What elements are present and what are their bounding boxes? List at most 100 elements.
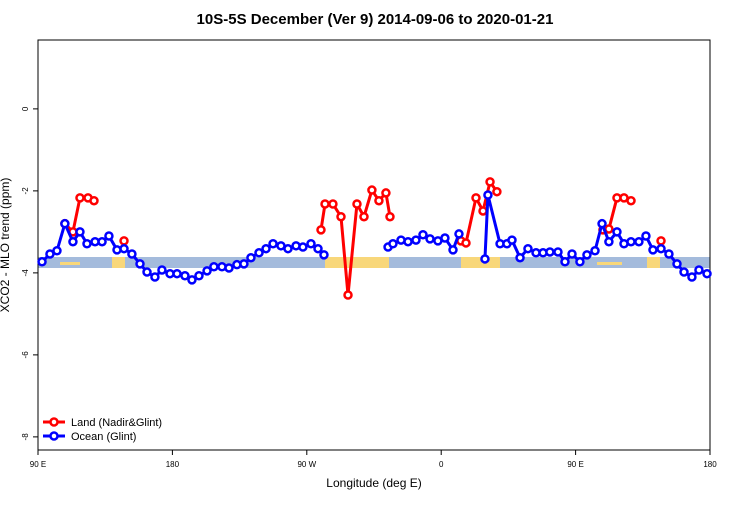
data-point xyxy=(75,193,85,203)
data-point xyxy=(483,190,493,200)
data-point xyxy=(119,243,129,254)
data-point xyxy=(597,218,607,229)
data-point xyxy=(316,225,326,235)
land-strip xyxy=(112,257,125,268)
data-point xyxy=(440,233,450,243)
data-point xyxy=(127,249,137,259)
land-strip xyxy=(461,257,500,268)
data-point xyxy=(60,218,70,229)
data-point xyxy=(480,254,490,264)
y-tick-label: -4 xyxy=(21,269,30,277)
data-point xyxy=(560,257,570,267)
x-tick-label: 90 E xyxy=(567,460,583,469)
y-axis-label: XCO2 - MLO trend (ppm) xyxy=(0,178,12,313)
data-point xyxy=(575,257,585,267)
data-point xyxy=(515,252,525,263)
x-tick-label: 180 xyxy=(703,460,717,469)
data-point xyxy=(135,259,145,269)
data-point xyxy=(336,211,346,222)
x-axis-label: Longitude (deg E) xyxy=(326,476,421,490)
data-point xyxy=(261,243,271,254)
data-point xyxy=(68,236,78,247)
data-point xyxy=(523,243,533,254)
data-point xyxy=(352,199,362,209)
data-point xyxy=(634,236,644,247)
data-point xyxy=(283,243,293,254)
data-point xyxy=(306,239,316,249)
legend-label: Land (Nadir&Glint) xyxy=(71,417,162,429)
data-point xyxy=(403,236,413,247)
x-tick-label: 90 E xyxy=(30,460,46,469)
x-tick-label: 0 xyxy=(439,460,444,469)
chart-title: 10S-5S December (Ver 9) 2014-09-06 to 20… xyxy=(197,11,554,28)
legend-marker xyxy=(49,417,59,427)
legend-marker xyxy=(49,431,59,441)
data-point xyxy=(425,234,435,244)
data-point xyxy=(648,245,658,255)
data-point xyxy=(142,267,152,277)
data-point xyxy=(313,243,323,254)
land-strip xyxy=(325,257,389,268)
data-point xyxy=(180,271,190,281)
data-point xyxy=(590,245,600,256)
data-point xyxy=(471,193,481,203)
data-point xyxy=(604,236,614,247)
data-point xyxy=(97,236,107,247)
map-strip xyxy=(38,257,710,268)
data-point xyxy=(385,211,395,222)
data-point xyxy=(461,238,471,248)
data-point xyxy=(209,261,219,272)
data-point xyxy=(367,185,377,195)
data-point xyxy=(82,239,92,249)
data-point xyxy=(626,195,636,206)
data-point xyxy=(448,245,458,255)
data-point xyxy=(150,272,160,282)
land-strip xyxy=(597,262,622,265)
y-tick-label: -6 xyxy=(21,351,30,359)
data-point xyxy=(679,267,689,277)
data-point xyxy=(672,259,682,269)
data-point xyxy=(224,263,234,273)
data-point xyxy=(687,272,697,282)
data-point xyxy=(454,229,464,239)
data-point xyxy=(359,211,369,222)
data-point xyxy=(626,236,636,247)
data-point xyxy=(268,239,278,249)
data-point xyxy=(328,199,338,209)
data-point xyxy=(239,259,249,269)
data-point xyxy=(381,188,391,198)
y-tick-label: 0 xyxy=(21,106,30,111)
y-tick-label: -2 xyxy=(21,187,30,195)
plot-frame xyxy=(37,39,711,451)
data-point xyxy=(194,271,204,281)
data-point xyxy=(89,195,99,206)
data-point xyxy=(157,265,167,275)
data-point xyxy=(656,236,666,246)
x-tick-label: 180 xyxy=(166,460,180,469)
data-point xyxy=(702,268,712,279)
data-point xyxy=(172,268,182,279)
data-point xyxy=(104,231,114,241)
data-point xyxy=(374,195,384,206)
land-strip xyxy=(647,257,660,268)
data-point xyxy=(202,266,212,276)
data-point xyxy=(641,231,651,241)
x-tick-label: 90 W xyxy=(297,460,316,469)
data-point xyxy=(612,227,622,237)
data-point xyxy=(567,249,577,259)
data-point xyxy=(507,235,517,245)
data-point xyxy=(664,249,674,259)
data-point xyxy=(246,252,256,263)
data-point xyxy=(75,227,85,237)
data-point xyxy=(119,236,129,246)
data-point xyxy=(545,247,555,257)
data-point xyxy=(553,247,563,257)
data-point xyxy=(45,249,55,259)
y-tick-label: -8 xyxy=(21,433,30,441)
legend-label: Ocean (Glint) xyxy=(71,431,136,443)
data-point xyxy=(492,186,502,197)
data-point xyxy=(187,275,197,285)
land-strip xyxy=(60,262,80,265)
data-point xyxy=(388,239,398,249)
